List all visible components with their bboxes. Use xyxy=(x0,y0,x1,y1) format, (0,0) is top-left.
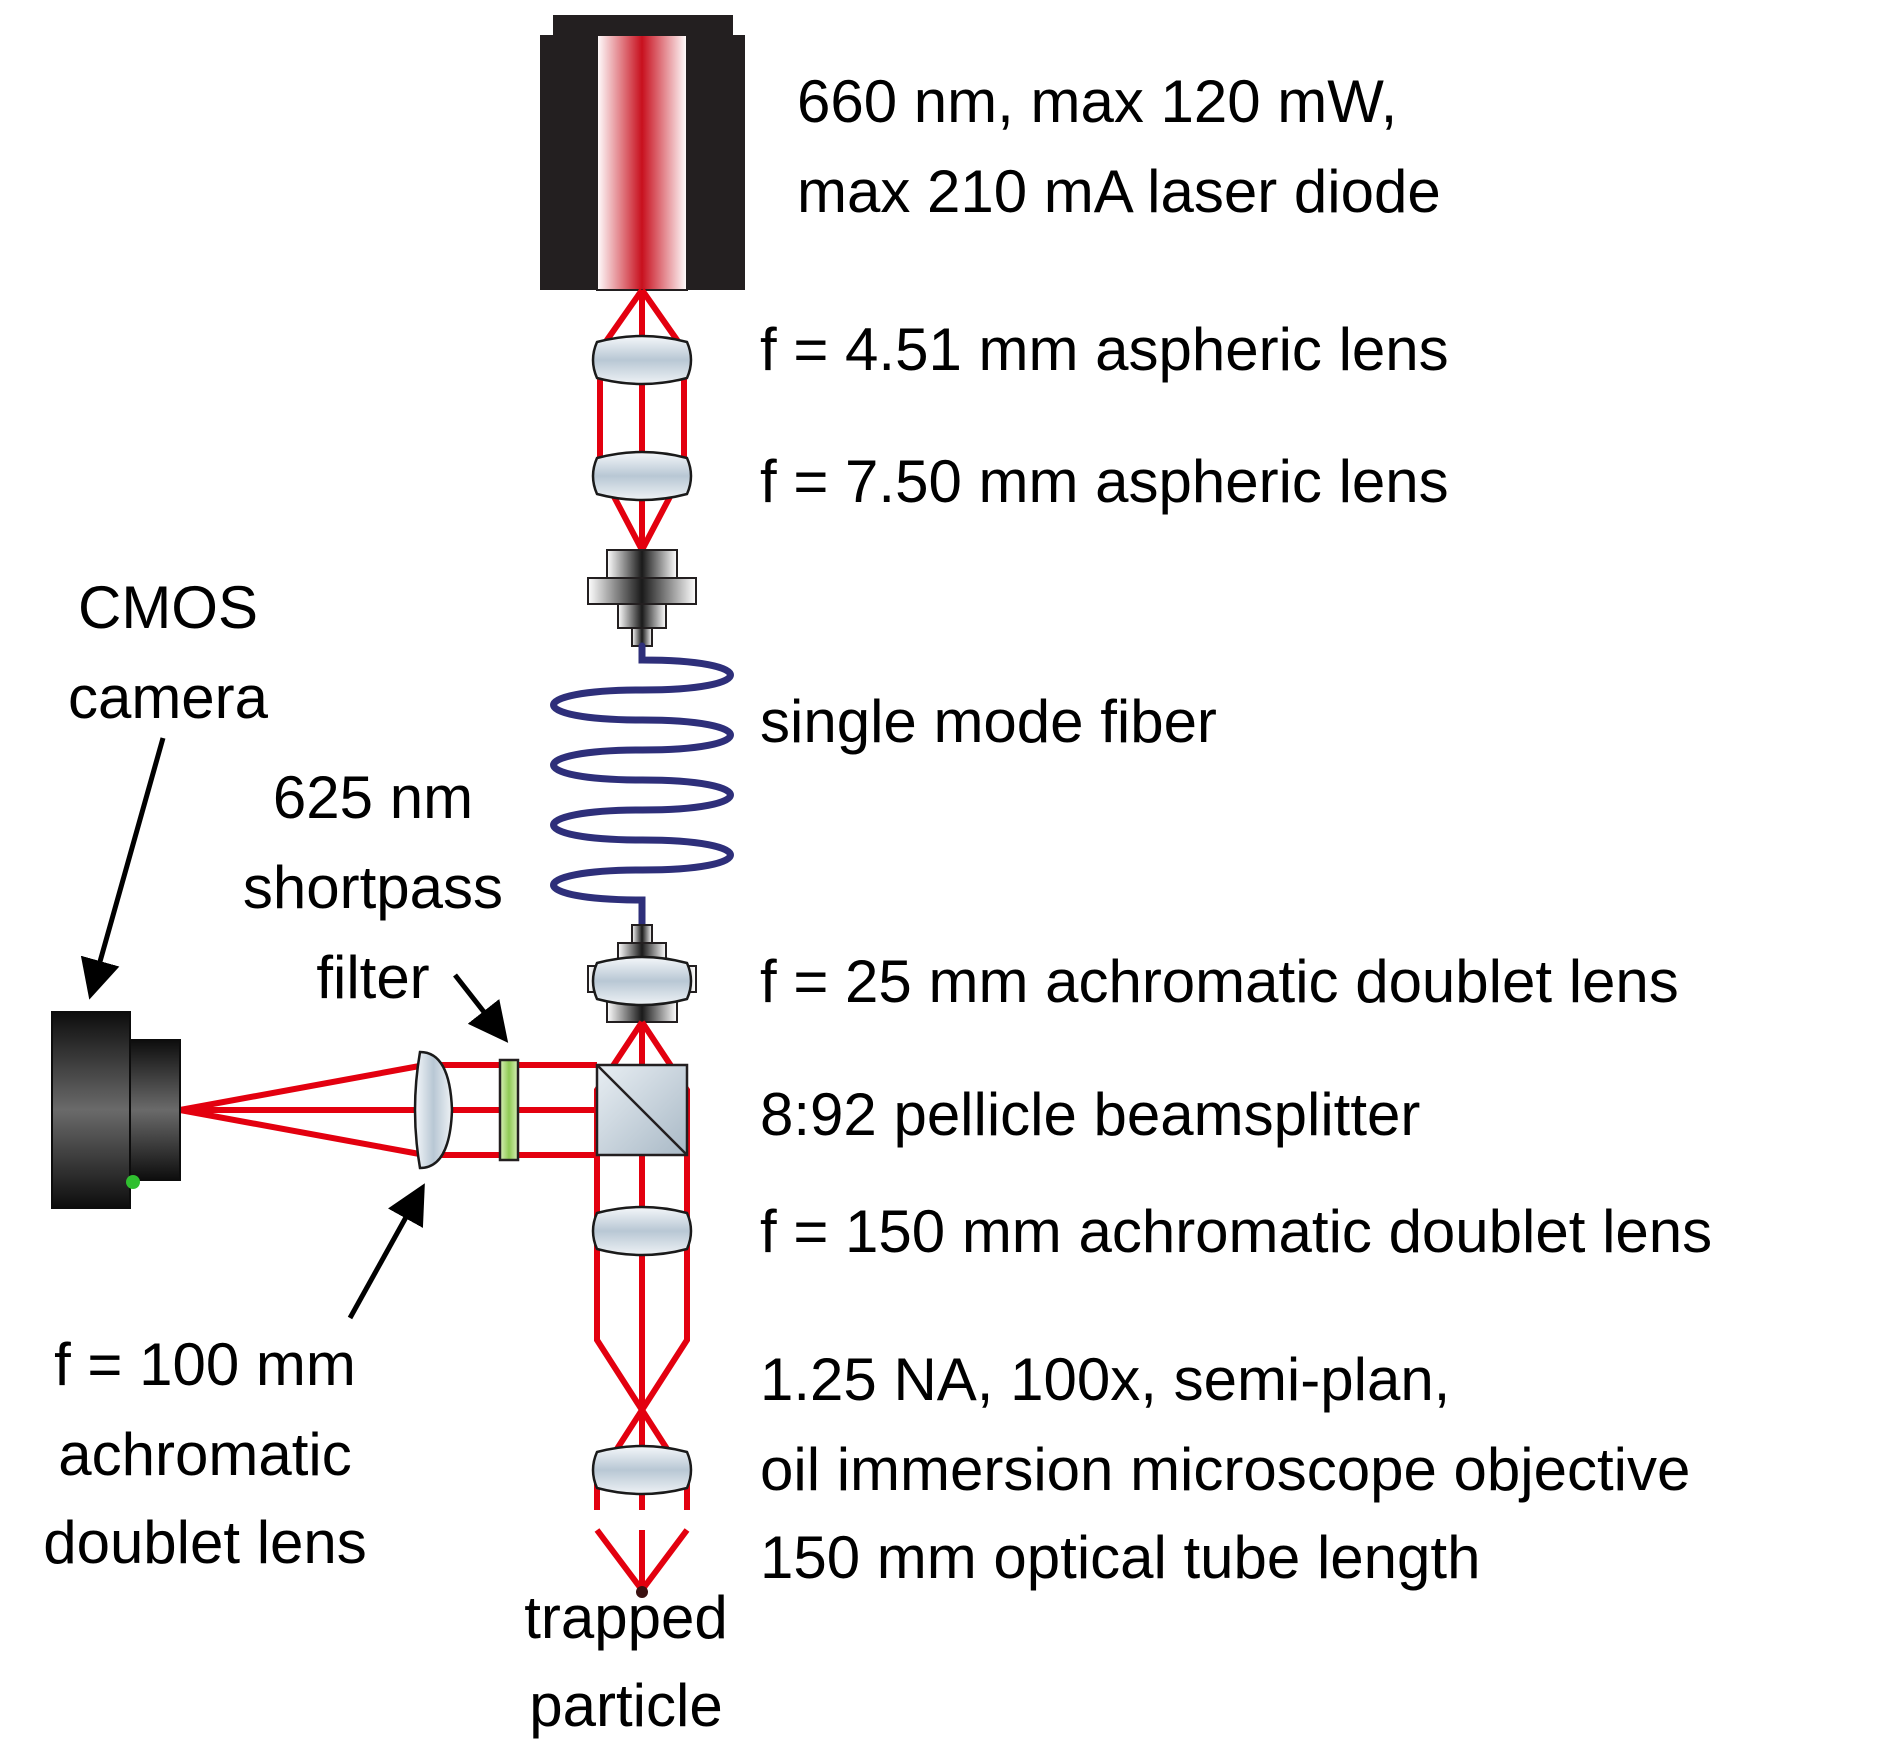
achromatic-doublet-lens-150mm xyxy=(591,1205,693,1257)
filter-label-line3: filter xyxy=(316,944,429,1011)
objective-label-line2: oil immersion microscope objective xyxy=(760,1436,1690,1503)
asphere2-label: f = 7.50 mm aspheric lens xyxy=(760,448,1449,515)
particle-label-line1: trapped xyxy=(524,1584,728,1651)
shortpass-filter xyxy=(498,1058,520,1162)
laser-diode xyxy=(540,15,745,291)
achromatic-doublet-lens-25mm xyxy=(591,955,693,1007)
laser-label-line1: 660 nm, max 120 mW, xyxy=(797,68,1397,135)
beamsplitter-label: 8:92 pellicle beamsplitter xyxy=(760,1081,1420,1148)
doublet150-label: f = 150 mm achromatic doublet lens xyxy=(760,1198,1712,1265)
particle-label-line2: particle xyxy=(529,1672,722,1739)
filter-label-line1: 625 nm xyxy=(273,764,473,831)
aspheric-lens-4-51mm xyxy=(591,334,693,386)
lens100-label-line2: achromatic xyxy=(58,1421,351,1488)
lens100-label-line1: f = 100 mm xyxy=(54,1331,356,1398)
pellicle-beamsplitter xyxy=(595,1063,689,1157)
doublet25-label: f = 25 mm achromatic doublet lens xyxy=(760,948,1679,1015)
camera-label-line1: CMOS xyxy=(78,574,258,641)
objective-label-line3: 150 mm optical tube length xyxy=(760,1524,1480,1591)
aspheric-lens-7-50mm xyxy=(591,450,693,502)
camera-label-line2: camera xyxy=(68,664,269,731)
fiber-coupler-top xyxy=(587,549,697,647)
trapped-particle-dot xyxy=(636,1586,648,1598)
beam-laser-to-fiber xyxy=(597,288,687,552)
laser-label-line2: max 210 mA laser diode xyxy=(797,158,1441,225)
achromatic-doublet-lens-100mm xyxy=(413,1050,454,1170)
lens100-label-line3: doublet lens xyxy=(43,1509,367,1576)
microscope-objective-lens xyxy=(591,1444,693,1496)
fiber-label: single mode fiber xyxy=(760,688,1217,755)
filter-pointer-arrow xyxy=(453,973,509,1043)
asphere1-label: f = 4.51 mm aspheric lens xyxy=(760,316,1449,383)
objective-label-line1: 1.25 NA, 100x, semi-plan, xyxy=(760,1346,1450,1413)
filter-label-line2: shortpass xyxy=(243,854,503,921)
beam-splitter-to-camera xyxy=(179,1062,597,1158)
camera-pointer-arrow xyxy=(80,737,166,1000)
single-mode-fiber xyxy=(550,642,734,929)
cmos-camera xyxy=(51,1011,181,1209)
lens100-pointer-arrow xyxy=(347,1183,425,1320)
